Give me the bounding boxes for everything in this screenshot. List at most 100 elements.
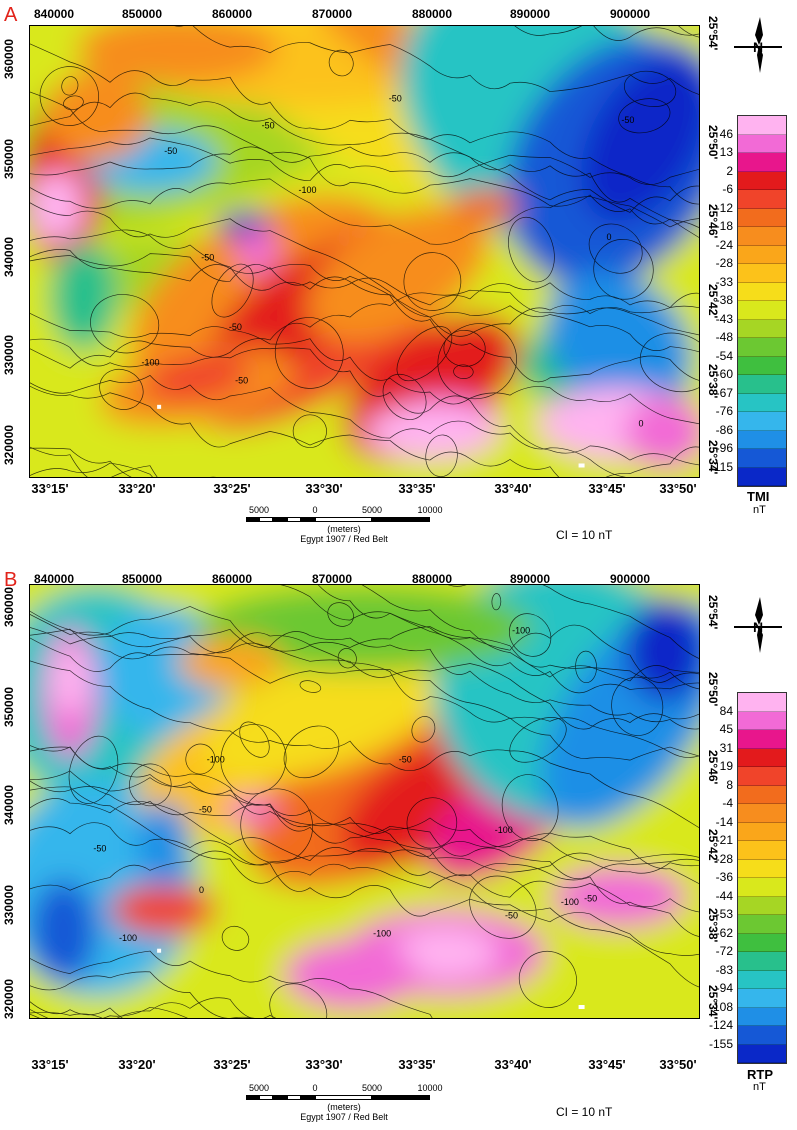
scale-segment: [273, 517, 287, 522]
contour-closed: [618, 98, 671, 134]
contour-label: -100: [298, 185, 316, 195]
color-scale-value: -28: [715, 256, 733, 270]
anomaly-blob: [551, 866, 686, 928]
contour-line: [30, 777, 699, 880]
contour-interval-label: CI = 10 nT: [556, 528, 613, 542]
longitude-tick-label: 33°15': [31, 481, 69, 496]
contour-line: [30, 446, 216, 477]
contour-label: -100: [207, 754, 225, 764]
contour-closed: [593, 239, 654, 300]
contour-label: -50: [93, 843, 106, 853]
longitude-tick-label: 33°40': [494, 1057, 532, 1072]
color-scale-value: 84: [719, 703, 733, 718]
color-swatch: [738, 449, 786, 468]
easting-tick-label: 900000: [609, 572, 651, 586]
contour-label: -50: [399, 755, 412, 765]
easting-tick-label: 890000: [509, 572, 551, 586]
easting-tick-label: 880000: [411, 7, 453, 21]
contour-line: [448, 585, 699, 659]
color-swatch: [738, 952, 786, 971]
contour-line: [30, 1006, 188, 1018]
anomaly-blob: [96, 606, 231, 737]
contour-line: [30, 770, 699, 874]
color-scale-value: -76: [715, 404, 733, 418]
contour-label: -50: [262, 121, 275, 131]
contour-line: [30, 606, 699, 730]
contour-line: [30, 950, 433, 1018]
map-image: -50 -50 -50 -50 -50 -100 -100 -50 0 0 -50: [29, 25, 700, 478]
color-scale-value: -14: [715, 814, 733, 829]
anomaly-blob: [237, 228, 278, 275]
color-swatch: [738, 989, 786, 1008]
contour-closed: [39, 66, 99, 126]
color-swatch: [738, 841, 786, 860]
data-gap-mark: [578, 463, 585, 468]
color-swatch: [738, 1026, 786, 1045]
contour-closed: [518, 950, 577, 1008]
scale-segment: [301, 517, 315, 522]
anomaly-blob: [144, 353, 251, 402]
contour-line: [30, 249, 699, 309]
color-swatch: [738, 1007, 786, 1026]
color-swatch: [738, 282, 786, 301]
contour-closed: [437, 323, 517, 400]
color-scale-value: -83: [715, 962, 733, 977]
scale-segment: [315, 517, 372, 522]
easting-tick-label: 850000: [121, 7, 163, 21]
easting-tick-label: 860000: [211, 7, 253, 21]
color-scale-value: -94: [715, 981, 733, 995]
color-scale-value: -28: [715, 851, 733, 866]
longitude-tick-label: 33°25': [213, 1057, 251, 1072]
contour-closed: [221, 925, 250, 951]
color-swatch: [738, 264, 786, 283]
contour-closed: [220, 724, 287, 795]
color-scale-value: -12: [715, 200, 733, 215]
contour-line: [361, 585, 699, 682]
anomaly-blob: [30, 879, 97, 984]
scale-label: 10000: [417, 1083, 443, 1093]
longitude-tick-label: 33°45': [588, 481, 626, 496]
scale-segment: [372, 517, 430, 522]
color-scale-value: -4: [722, 796, 733, 810]
contour-line: [30, 462, 154, 477]
contour-closed: [425, 434, 458, 477]
anomaly-map: -100 -100 -100 -50 -50 -50 -100 -100 0 -50 -50 -100: [30, 585, 699, 1018]
north-arrow-icon: N: [733, 15, 783, 75]
scale-label: 0: [312, 1083, 318, 1093]
contour-label: -50: [235, 375, 248, 385]
easting-tick-label: 840000: [33, 7, 75, 21]
datum-label: Egypt 1907 / Red Belt: [300, 534, 388, 544]
color-scale-value: -53: [715, 907, 733, 921]
contour-closed: [269, 983, 328, 1018]
contour-closed: [327, 602, 354, 627]
easting-tick-label: 840000: [33, 572, 75, 586]
contour-label: -50: [229, 322, 242, 332]
color-swatch: [738, 467, 786, 486]
latitude-tick-label: 25°46': [706, 750, 720, 785]
contour-line: [30, 997, 277, 1018]
color-scale-value: 45: [719, 722, 733, 736]
contour-closed: [624, 70, 677, 107]
contour-closed: [382, 373, 427, 420]
scale-units: (meters): [327, 524, 361, 534]
contour-line: [30, 374, 627, 477]
contour-label: 0: [199, 885, 204, 895]
anomaly-blob: [284, 940, 419, 1010]
svg-text:N: N: [753, 39, 763, 55]
color-swatch: [738, 730, 786, 749]
contour-closed: [508, 613, 552, 657]
panel-letter: B: [4, 569, 18, 591]
anomaly-blob: [451, 188, 519, 225]
scale-segment: [273, 1095, 287, 1100]
contour-line: [30, 146, 699, 238]
easting-tick-label: 860000: [211, 572, 253, 586]
anomaly-blob: [50, 242, 117, 351]
contour-line: [30, 202, 699, 337]
longitude-tick-label: 33°35': [398, 1057, 436, 1072]
contour-line: [30, 178, 699, 245]
contour-label: -50: [389, 94, 402, 104]
scale-segment: [287, 517, 301, 522]
easting-tick-label: 880000: [411, 572, 453, 586]
color-scale-value: 19: [719, 759, 733, 773]
longitude-tick-label: 33°20': [118, 1057, 156, 1072]
